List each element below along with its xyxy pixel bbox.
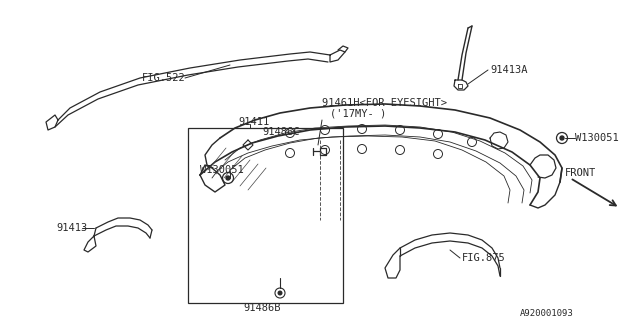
Text: 91486C: 91486C: [262, 127, 300, 137]
Bar: [188, 128, 343, 303]
Text: FIG.875: FIG.875: [462, 253, 506, 263]
Text: 91413: 91413: [56, 223, 87, 233]
Text: A920001093: A920001093: [520, 308, 573, 317]
Text: FRONT: FRONT: [565, 168, 596, 178]
Text: W130051: W130051: [200, 165, 244, 175]
Text: 91461H<FOR EYESIGHT>: 91461H<FOR EYESIGHT>: [322, 98, 447, 108]
Text: W130051: W130051: [575, 133, 619, 143]
Text: ('17MY- ): ('17MY- ): [330, 108, 387, 118]
Text: 91411: 91411: [238, 117, 269, 127]
Text: 91486B: 91486B: [243, 303, 281, 313]
Text: FIG.522: FIG.522: [142, 73, 186, 83]
Circle shape: [278, 291, 282, 295]
Circle shape: [226, 176, 230, 180]
Circle shape: [560, 136, 564, 140]
Text: 91413A: 91413A: [490, 65, 527, 75]
